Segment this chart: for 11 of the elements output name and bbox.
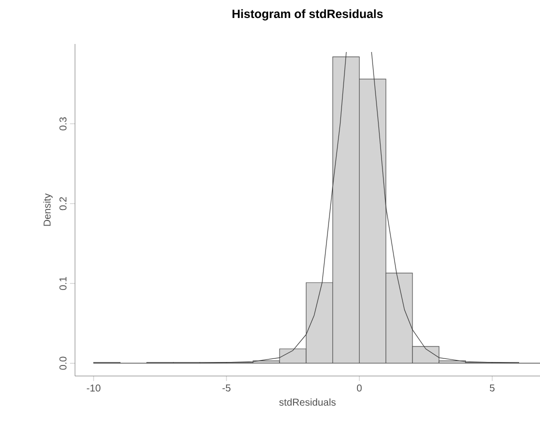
x-tick-label: -10 [86,384,100,392]
y-tick-label: 0.3 [59,117,66,130]
x-axis-title: stdResiduals [279,398,336,406]
y-tick-label: 0.0 [59,356,66,370]
y-tick-label: 0.1 [59,276,66,290]
x-tick-label: 5 [490,384,495,392]
chart-title: Histogram of stdResiduals [232,9,383,20]
x-tick-label: 0 [356,384,362,392]
y-axis-title: Density [43,193,53,226]
x-tick-label: -5 [222,384,230,392]
y-tick-label: 0.2 [59,197,66,210]
